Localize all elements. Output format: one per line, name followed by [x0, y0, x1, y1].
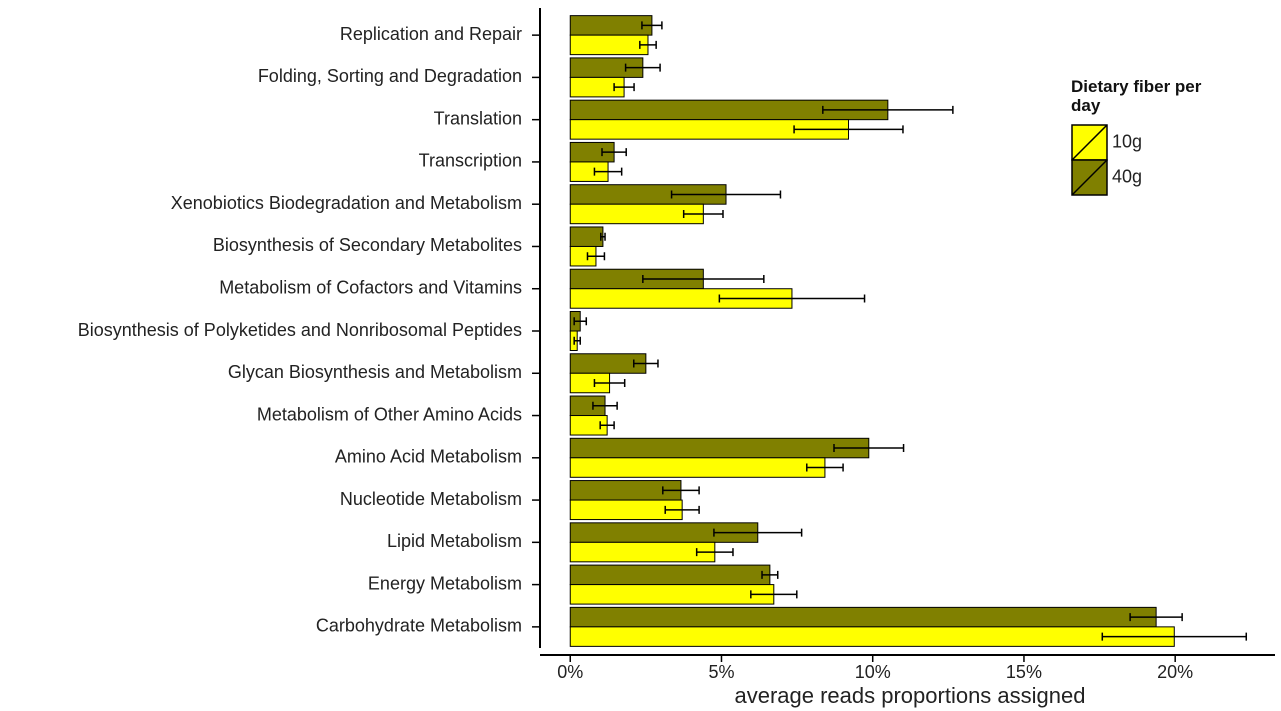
x-tick-label: 20% — [1157, 662, 1193, 682]
error-bar — [670, 190, 782, 199]
legend-slash — [1071, 159, 1108, 196]
error-bar — [624, 63, 661, 72]
y-tick-label: Xenobiotics Biodegradation and Metabolis… — [171, 193, 522, 213]
legend-slash — [1071, 124, 1108, 161]
error-bar — [718, 294, 866, 303]
y-tick-label: Folding, Sorting and Degradation — [258, 66, 522, 86]
bar — [569, 15, 653, 36]
x-tick-label: 0% — [557, 662, 583, 682]
y-tick-label: Replication and Repair — [340, 24, 522, 44]
error-bar — [633, 359, 659, 368]
y-tick-label: Metabolism of Other Amino Acids — [257, 404, 522, 424]
y-tick-label: Amino Acid Metabolism — [335, 447, 522, 467]
error-bar — [586, 252, 606, 261]
bar — [569, 34, 649, 56]
error-bar — [822, 105, 954, 114]
legend-label: 10g — [1112, 131, 1142, 151]
error-bar — [1101, 632, 1248, 641]
error-bar — [806, 463, 844, 472]
error-bar — [592, 401, 618, 410]
y-tick-label: Nucleotide Metabolism — [340, 489, 522, 509]
bar — [569, 226, 604, 247]
error-bar — [761, 570, 779, 579]
y-tick-label: Lipid Metabolism — [387, 531, 522, 551]
error-bar — [642, 274, 765, 283]
y-tick-label: Translation — [434, 108, 522, 128]
x-tick-label: 15% — [1006, 662, 1042, 682]
error-bar — [613, 83, 635, 92]
bar — [569, 541, 716, 563]
error-bar — [713, 528, 803, 537]
error-bar — [682, 209, 724, 218]
y-tick-label: Metabolism of Cofactors and Vitamins — [219, 277, 522, 297]
error-bar — [664, 505, 700, 514]
bar — [569, 437, 870, 459]
y-tick-label: Glycan Biosynthesis and Metabolism — [228, 362, 522, 382]
x-axis-title: average reads proportions assigned — [734, 683, 1085, 708]
error-bar — [601, 148, 627, 157]
error-bar — [695, 548, 734, 557]
error-bar — [600, 232, 606, 241]
bar — [569, 457, 826, 478]
error-bar — [662, 486, 700, 495]
y-tick-label: Biosynthesis of Polyketides and Nonribos… — [78, 320, 522, 340]
bar — [569, 584, 775, 605]
error-bar — [750, 590, 798, 599]
error-bar — [573, 336, 581, 345]
legend-title: Dietary fiber per day — [1071, 77, 1202, 115]
error-bar — [639, 40, 657, 49]
x-tick-label: 10% — [855, 662, 891, 682]
y-tick-label: Carbohydrate Metabolism — [316, 616, 522, 636]
bar — [569, 564, 771, 586]
error-bar — [573, 317, 588, 326]
y-tick-label: Energy Metabolism — [368, 573, 522, 593]
error-bar — [1129, 613, 1183, 622]
error-bar — [833, 444, 905, 453]
error-bar — [641, 21, 663, 30]
error-bar — [599, 421, 615, 430]
error-bar — [593, 379, 626, 388]
bar — [569, 606, 1157, 628]
bar — [569, 626, 1175, 647]
y-tick-label: Transcription — [419, 151, 522, 171]
legend-label: 40g — [1112, 166, 1142, 186]
y-tick-label: Biosynthesis of Secondary Metabolites — [213, 235, 522, 255]
error-bar — [793, 125, 904, 134]
error-bar — [593, 167, 623, 176]
x-tick-label: 5% — [708, 662, 734, 682]
